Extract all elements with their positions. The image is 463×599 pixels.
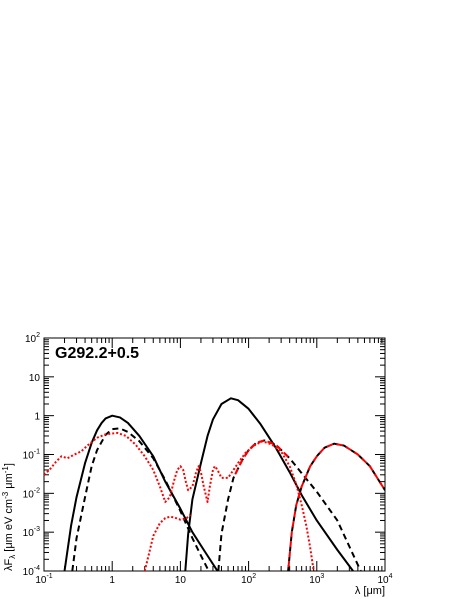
y-tick-label: 10-2 — [23, 487, 40, 500]
y-tick-label: 102 — [25, 332, 40, 345]
plot-frame — [43, 337, 386, 572]
x-tick-label: 104 — [377, 573, 392, 586]
x-tick-label: 10-1 — [35, 573, 52, 586]
y-tick-labels: 10-4 10-3 10-2 10-1 1 10 102 — [23, 332, 41, 578]
y-tick-label: 1 — [34, 412, 40, 423]
chart-title: G292.2+0.5 — [55, 345, 139, 362]
y-tick-label: 10-3 — [23, 526, 40, 539]
x-tick-label: 1 — [109, 575, 115, 586]
y-tick-label: 10-4 — [23, 565, 40, 578]
series-line-1 — [63, 414, 219, 571]
x-axis-label: λ [μm] — [355, 585, 385, 597]
y-tick-label: 10 — [29, 373, 41, 384]
x-tick-labels: 10-1 1 10 102 103 104 — [35, 573, 392, 586]
series-line-7 — [143, 514, 192, 571]
series-line-2 — [71, 427, 210, 571]
x-tick-label: 10 — [175, 575, 187, 586]
y-tick-label: 10-1 — [23, 449, 40, 462]
x-tick-label: 102 — [241, 573, 256, 586]
y-axis-label: λFλ [μm eV cm-3 μm-1] — [1, 463, 17, 571]
series-line-3 — [184, 397, 354, 571]
series-line-8 — [287, 442, 385, 571]
x-tick-label: 103 — [309, 573, 324, 586]
series-curves — [44, 397, 385, 571]
series-line-9 — [232, 439, 291, 479]
